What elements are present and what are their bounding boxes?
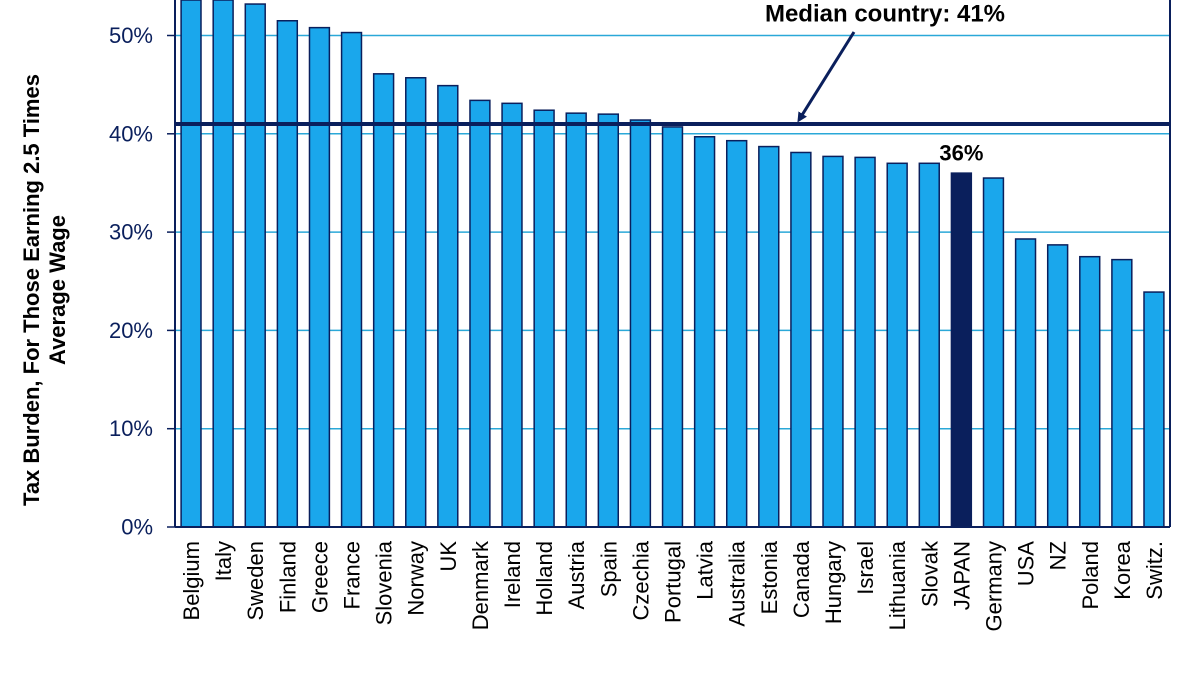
bar-finland xyxy=(276,20,299,528)
bar-estonia xyxy=(758,145,780,528)
y-axis-title-line2: Average Wage xyxy=(45,215,70,365)
bar-nz xyxy=(1046,244,1069,528)
bar-belgium xyxy=(180,0,202,528)
median-arrow xyxy=(797,31,856,123)
x-tick-label-sweden: Sweden xyxy=(243,541,268,621)
bar-switz xyxy=(1143,291,1165,528)
bar-spain xyxy=(597,113,620,528)
bar-denmark xyxy=(469,99,491,528)
y-tick-label-20: 20% xyxy=(109,318,153,343)
bar-greece xyxy=(308,26,331,528)
x-tick-label-norway: Norway xyxy=(404,541,429,616)
bar-slovak xyxy=(918,162,940,528)
x-tick-label-nz: NZ xyxy=(1046,541,1071,570)
x-tick-label-japan: JAPAN xyxy=(949,541,974,610)
bars xyxy=(180,0,1165,528)
bar-germany xyxy=(982,177,1005,528)
bar-australia xyxy=(725,139,748,528)
y-tick-label-10: 10% xyxy=(109,416,153,441)
bar-canada xyxy=(790,151,812,528)
x-tick-label-latvia: Latvia xyxy=(693,540,718,599)
bar-italy xyxy=(212,0,234,528)
y-tick-label-0: 0% xyxy=(121,515,153,540)
y-axis-title: Tax Burden, For Those Earning 2.5 Times … xyxy=(19,30,71,550)
x-tick-label-lithuania: Lithuania xyxy=(885,540,910,630)
x-tick-labels: Belgium Italy Sweden Finland Greece France Slo… xyxy=(179,540,1167,631)
x-tick-label-israel: Israel xyxy=(853,541,878,595)
x-tick-label-spain: Spain xyxy=(596,541,621,597)
x-tick-label-italy: Italy xyxy=(211,541,236,581)
x-tick-label-czechia: Czechia xyxy=(628,540,653,620)
bar-korea xyxy=(1111,258,1133,528)
x-tick-label-austria: Austria xyxy=(564,540,589,609)
x-tick-label-holland: Holland xyxy=(532,541,557,616)
x-tick-label-uk: UK xyxy=(436,541,461,572)
x-tick-label-estonia: Estonia xyxy=(757,540,782,614)
bar-lithuania xyxy=(886,162,908,528)
x-tick-label-ireland: Ireland xyxy=(500,541,525,608)
x-tick-label-usa: USA xyxy=(1014,541,1039,587)
x-tick-label-hungary: Hungary xyxy=(821,541,846,624)
y-tick-label-40: 40% xyxy=(109,121,153,146)
x-tick-label-portugal: Portugal xyxy=(661,541,686,623)
bar-france xyxy=(340,31,363,528)
bar-japan xyxy=(950,172,973,528)
median-label: Median country: 41% xyxy=(765,1,1005,28)
x-tick-label-slovak: Slovak xyxy=(917,540,942,607)
x-tick-label-korea: Korea xyxy=(1110,540,1135,599)
bar-holland xyxy=(533,109,555,528)
y-axis-title-line1: Tax Burden, For Those Earning 2.5 Times xyxy=(19,74,44,506)
annotations: Median country: 41% 36% xyxy=(765,1,1005,166)
bar-usa xyxy=(1014,238,1037,528)
x-tick-label-denmark: Denmark xyxy=(468,540,493,630)
bar-hungary xyxy=(822,155,844,528)
bar-sweden xyxy=(244,3,266,528)
x-tick-label-greece: Greece xyxy=(307,541,332,613)
y-tick-label-50: 50% xyxy=(109,23,153,48)
y-axis-title-box: Tax Burden, For Those Earning 2.5 Times … xyxy=(0,0,90,675)
bar-poland xyxy=(1079,255,1101,528)
x-tick-label-finland: Finland xyxy=(275,541,300,613)
bar-norway xyxy=(405,77,427,528)
x-tick-label-australia: Australia xyxy=(725,540,750,626)
y-tick-labels: 0% 10% 20% 30% 40% 50% xyxy=(109,23,153,540)
x-tick-label-poland: Poland xyxy=(1078,541,1103,610)
bar-portugal xyxy=(661,126,684,528)
y-tick-label-30: 30% xyxy=(109,220,153,245)
x-tick-label-slovenia: Slovenia xyxy=(372,540,397,625)
highlight-data-label: 36% xyxy=(939,141,983,166)
bar-slovenia xyxy=(372,73,395,528)
bar-uk xyxy=(437,84,459,528)
axes xyxy=(167,0,1171,528)
bar-israel xyxy=(854,156,876,528)
bar-latvia xyxy=(693,135,716,528)
x-tick-label-belgium: Belgium xyxy=(179,541,204,620)
x-tick-label-canada: Canada xyxy=(789,540,814,618)
bar-ireland xyxy=(501,102,523,528)
bar-austria xyxy=(565,112,587,528)
bar-czechia xyxy=(629,119,652,528)
x-tick-label-switz: Switz. xyxy=(1142,541,1167,600)
x-tick-label-france: France xyxy=(340,541,365,609)
x-tick-label-germany: Germany xyxy=(981,541,1006,631)
